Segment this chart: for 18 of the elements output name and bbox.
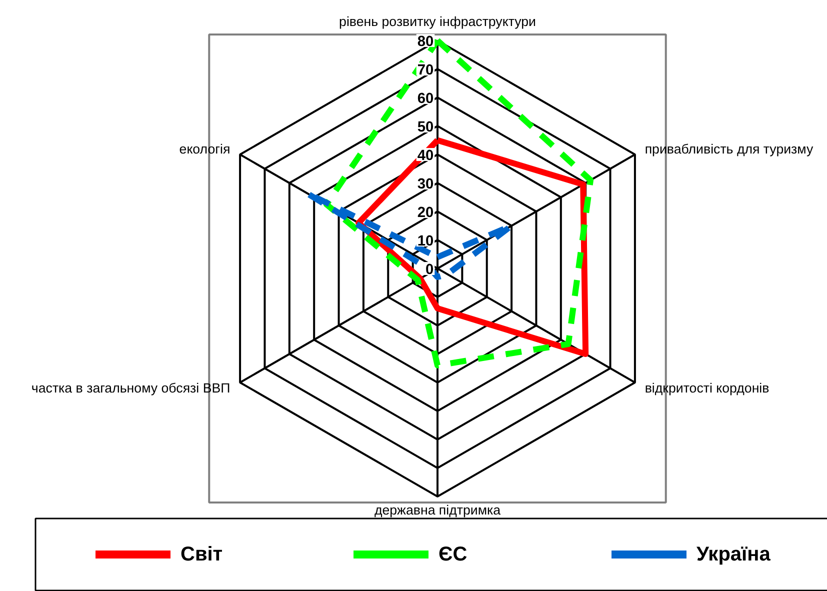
y-tick-label: 60 [417, 91, 434, 107]
spoke-label: екологія [179, 141, 230, 156]
y-tick-label: 20 [417, 205, 434, 221]
y-tick-label: 40 [417, 148, 434, 164]
spoke-label: державна підтримка [374, 502, 502, 518]
legend-label: Світ [180, 544, 223, 566]
y-tick-label: 80 [417, 34, 434, 50]
spoke-label: частка в загальному обсязі ВВП [31, 380, 230, 396]
y-tick-label: 0 [426, 262, 434, 278]
spoke-label: привабливість для туризму [644, 141, 814, 156]
spoke-label: відкритості кордонів [644, 380, 770, 396]
y-tick-label: 10 [417, 234, 434, 250]
legend-label: Україна [696, 544, 772, 566]
legend-label: ЄС [438, 544, 468, 566]
y-tick-label: 30 [417, 176, 434, 192]
spoke-label: рівень розвитку інфраструктури [339, 14, 536, 30]
y-tick-label: 50 [417, 120, 434, 136]
y-tick-label: 70 [417, 62, 434, 78]
